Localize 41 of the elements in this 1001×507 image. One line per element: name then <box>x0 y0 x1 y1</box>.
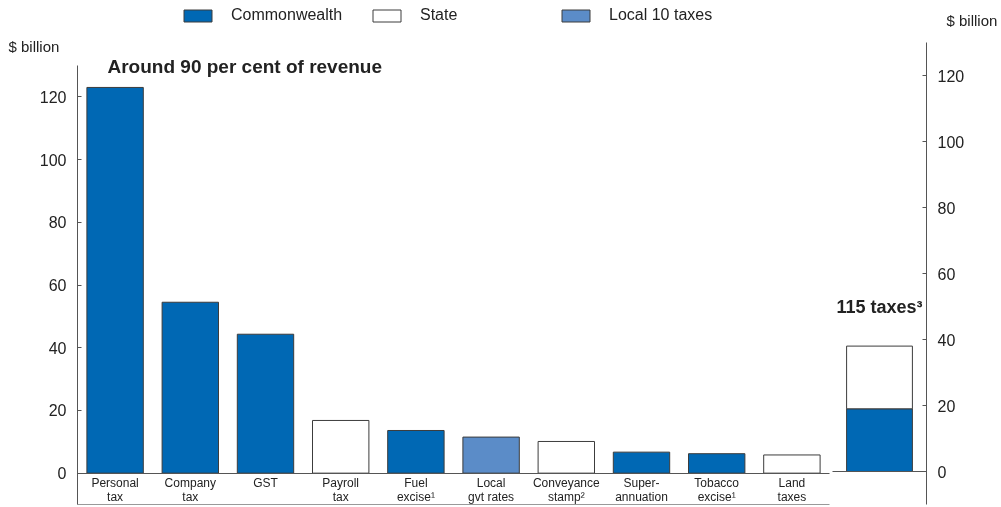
y-tick-label: 40 <box>937 331 956 349</box>
y-tick-label: 100 <box>39 151 67 169</box>
bar <box>312 419 370 474</box>
x-tick-label: Local gvt rates <box>468 476 515 505</box>
y-tick-label: 20 <box>48 402 67 420</box>
chart-title: Around 90 per cent of revenue <box>107 56 383 77</box>
bar <box>612 451 671 474</box>
x-tick-label: Payroll tax <box>322 476 360 505</box>
y-tick-label: 120 <box>39 88 67 106</box>
y-axis-title: $ billion <box>8 38 60 55</box>
x-tick-label: Fuel excise¹ <box>396 476 435 505</box>
y-axis-title: $ billion <box>946 12 998 29</box>
legend-label: Local 10 taxes <box>609 6 714 24</box>
legend-label: Commonwealth <box>231 6 344 24</box>
text: 115 taxes³ <box>836 297 923 318</box>
x-tick-label: Land taxes <box>777 476 807 505</box>
bar <box>688 453 746 474</box>
y-tick-label: 0 <box>937 463 947 481</box>
y-tick-label: 100 <box>937 133 965 151</box>
y-tick-label: 80 <box>937 199 956 217</box>
bar <box>763 454 821 474</box>
x-tick-label: Tobacco excise¹ <box>694 476 740 505</box>
y-tick-label: 0 <box>57 465 67 483</box>
y-tick-label: 80 <box>48 214 67 232</box>
x-tick-label: Conveyance stamp² <box>532 476 600 505</box>
y-tick-label: 120 <box>937 67 965 85</box>
x-tick-label: Company tax <box>164 476 216 505</box>
y-tick-label: 40 <box>48 339 67 357</box>
bar <box>236 333 295 474</box>
y-tick-label: 60 <box>48 277 67 294</box>
x-tick-label: GST <box>253 476 279 491</box>
bar <box>86 86 144 474</box>
bar <box>462 436 520 474</box>
bar <box>387 430 445 474</box>
x-tick-label: Personal tax <box>91 476 139 505</box>
y-tick-label: 20 <box>937 397 956 415</box>
bar <box>161 301 219 474</box>
x-tick-label: Super- annuation <box>615 476 668 505</box>
legend-label: State <box>420 6 459 24</box>
bar <box>537 440 595 474</box>
y-tick-label: 60 <box>937 265 956 283</box>
